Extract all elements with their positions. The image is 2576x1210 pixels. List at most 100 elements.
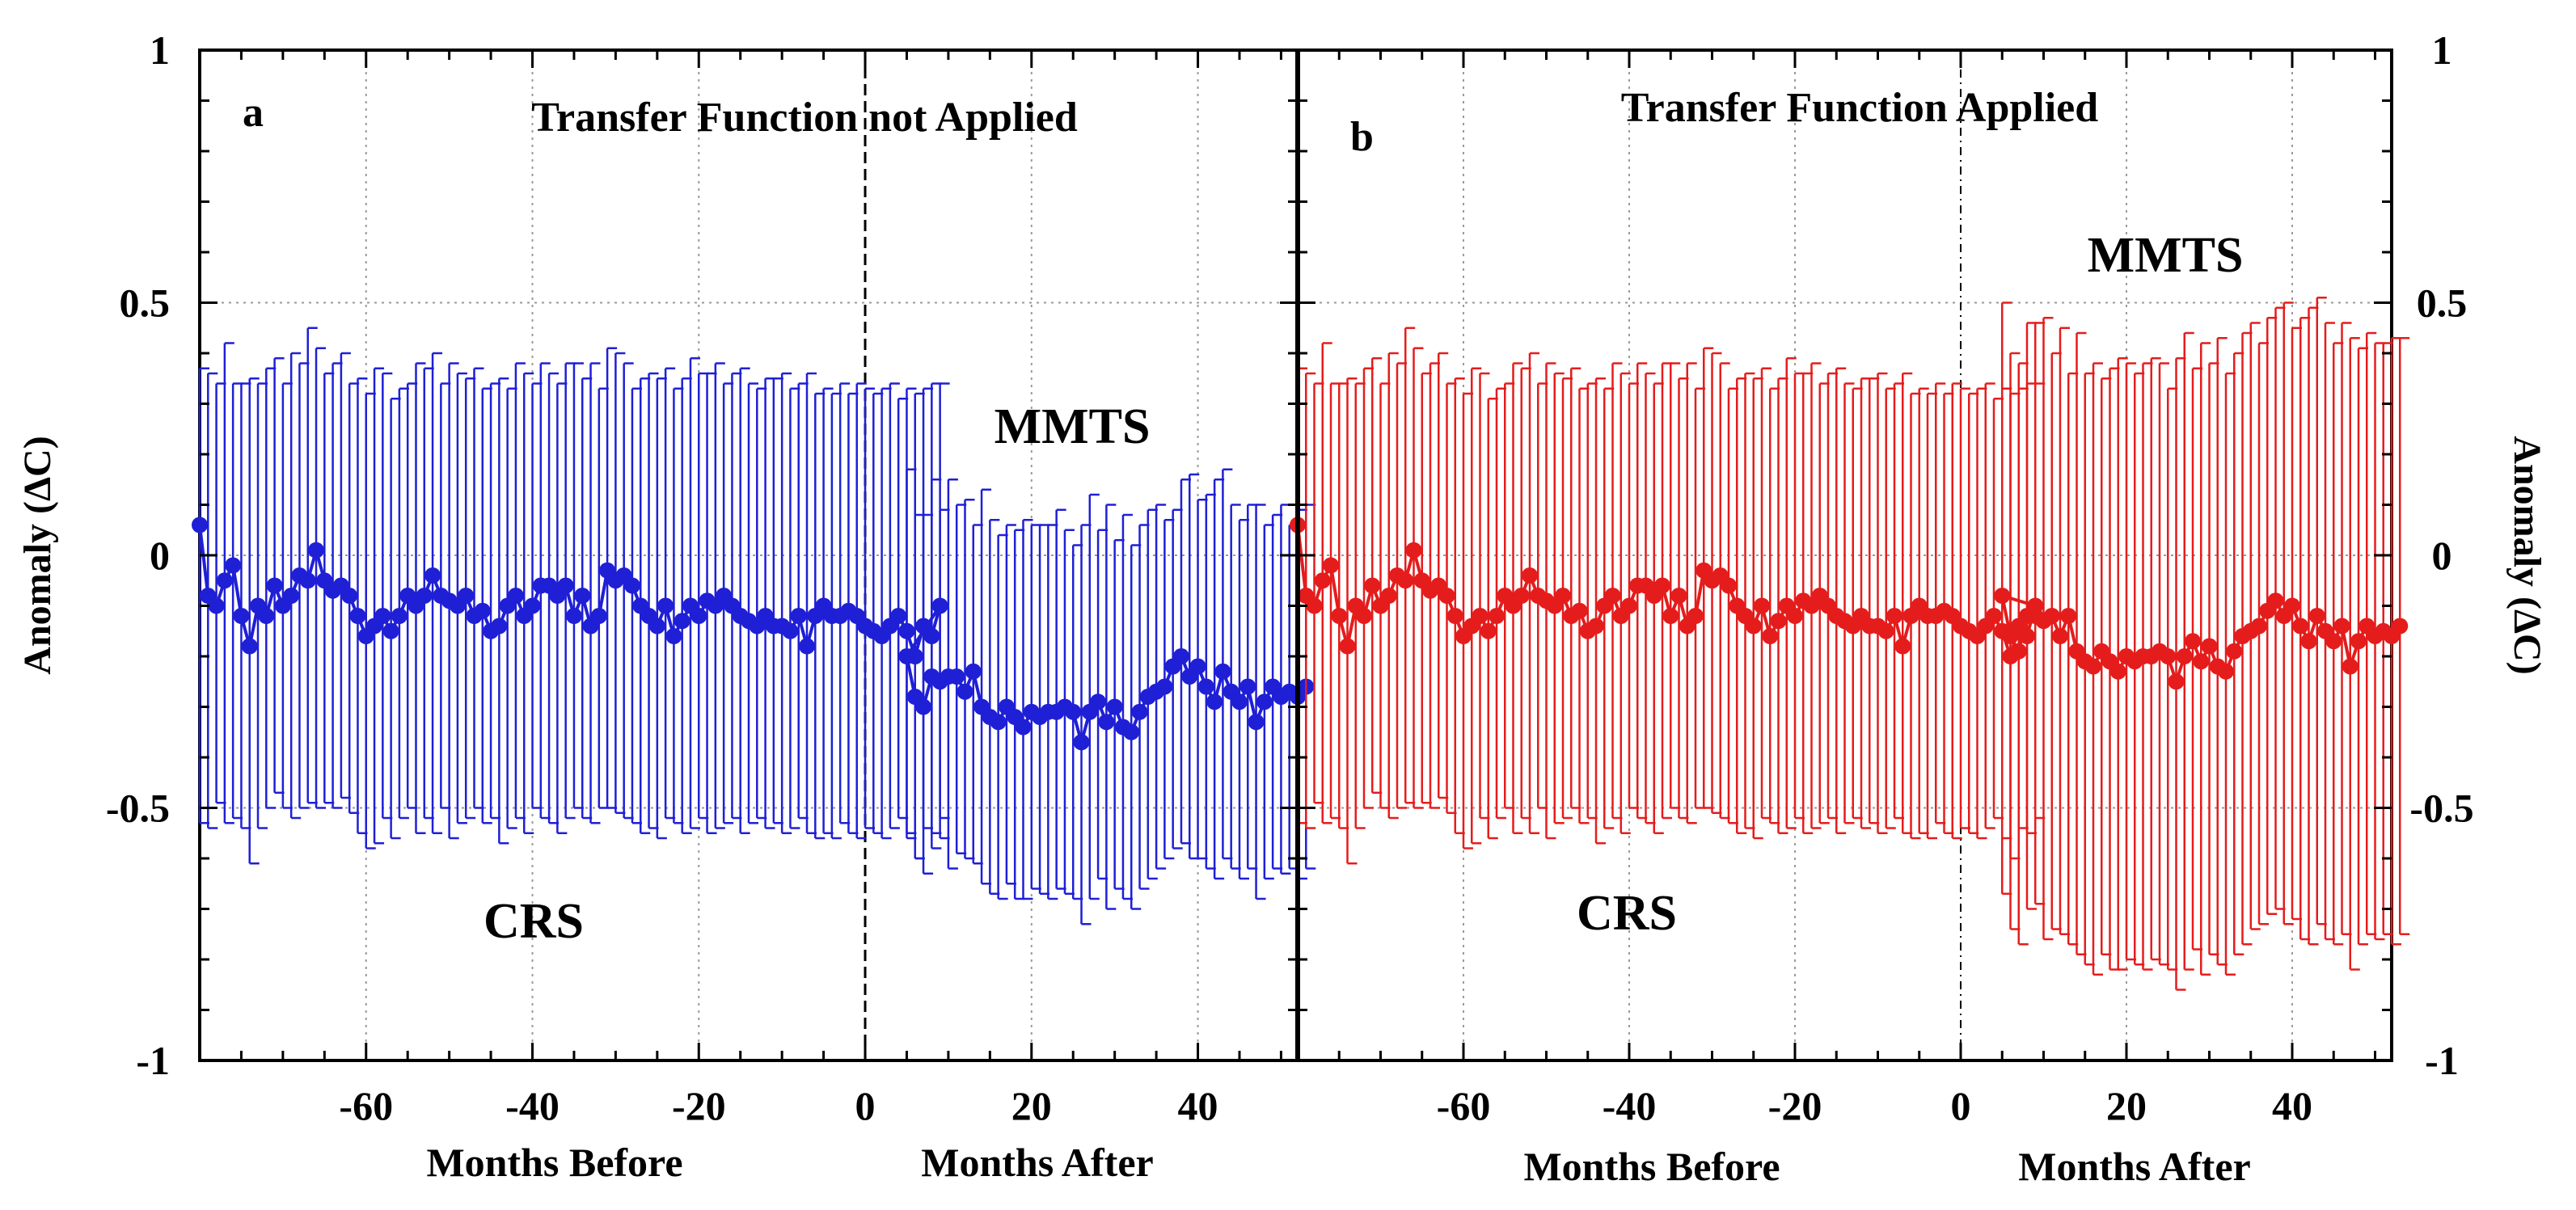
y-tick-label: -1 [2425, 1038, 2459, 1083]
data-point [1256, 694, 1273, 710]
data-point [1156, 678, 1173, 695]
data-point [2193, 653, 2210, 670]
data-point [1189, 658, 1206, 675]
x-tick-label: 40 [2272, 1083, 2312, 1128]
panel-b-xlabel-after: Months After [2018, 1144, 2250, 1189]
x-tick-label: 0 [855, 1083, 876, 1128]
x-tick-label: -20 [1768, 1083, 1822, 1128]
data-point [565, 608, 582, 624]
y-tick-label: -0.5 [2409, 786, 2473, 831]
data-point [1214, 663, 1231, 680]
data-point [1197, 678, 1214, 695]
data-point [1380, 588, 1397, 604]
data-point [1662, 608, 1679, 624]
data-point [2043, 608, 2060, 624]
data-point [2185, 633, 2201, 650]
data-point [216, 572, 233, 589]
panel-a: a Transfer Function not Applied CRS MMTS… [192, 48, 1316, 1185]
data-point [192, 516, 208, 533]
data-point [2292, 618, 2309, 635]
data-point [799, 638, 816, 655]
data-point [1513, 588, 1530, 604]
y-axis-title-left: Anomaly (ΔC) [16, 436, 59, 674]
panel-a-xlabel-before: Months Before [426, 1140, 682, 1185]
x-tick-label: -20 [672, 1083, 726, 1128]
data-point [1206, 694, 1223, 710]
data-point [208, 597, 225, 614]
data-point [2176, 648, 2193, 664]
y-tick-label: -1 [136, 1038, 170, 1083]
data-point [349, 608, 366, 624]
data-point [374, 608, 391, 624]
data-point [2300, 633, 2317, 650]
data-point [1604, 588, 1621, 604]
data-point [1754, 597, 1770, 614]
data-point [1877, 622, 1894, 639]
data-point [2160, 648, 2177, 664]
data-point [2284, 597, 2300, 614]
data-point [1314, 572, 1331, 589]
data-point [690, 608, 707, 624]
data-point [1364, 577, 1381, 594]
y-axis-title-right: Anomaly (ΔC) [2506, 436, 2549, 674]
data-point [1994, 588, 2011, 604]
data-point [898, 648, 915, 664]
x-tick-label: -60 [1437, 1083, 1491, 1128]
data-point [1446, 608, 1463, 624]
data-point [1555, 588, 1571, 604]
data-point [2342, 658, 2359, 675]
data-point [1472, 608, 1489, 624]
data-point [623, 577, 640, 594]
y-tick-label: 0.5 [120, 280, 171, 326]
data-point [1331, 608, 1348, 624]
data-point [931, 597, 948, 614]
data-point [424, 567, 441, 584]
x-tick-label: 0 [1951, 1083, 1971, 1128]
data-point [1397, 572, 1414, 589]
data-point [2267, 592, 2284, 609]
data-point [948, 668, 965, 685]
data-point [1405, 542, 1422, 559]
data-point [2308, 608, 2325, 624]
data-point [1654, 577, 1670, 594]
data-point [2333, 618, 2350, 635]
data-point [491, 618, 508, 635]
data-point [1090, 694, 1107, 710]
data-point [1522, 567, 1538, 584]
y-tick-label: 0 [2432, 533, 2452, 578]
data-point [890, 608, 907, 624]
data-point [1489, 608, 1505, 624]
data-point [474, 602, 491, 619]
data-point [458, 588, 475, 604]
x-tick-label: -40 [1603, 1083, 1657, 1128]
data-point [965, 663, 982, 680]
x-tick-label: 20 [1011, 1083, 1052, 1128]
data-point [2226, 643, 2243, 660]
data-point [2201, 638, 2218, 655]
data-point [1762, 628, 1779, 644]
data-point [1770, 613, 1787, 630]
panel-a-xlabel-after: Months After [921, 1140, 1153, 1185]
data-point [1339, 638, 1356, 655]
data-point [1438, 588, 1455, 604]
data-point [915, 698, 932, 715]
data-point [2218, 663, 2234, 680]
data-point [1306, 597, 1323, 614]
y-tick-label: 1 [2432, 27, 2452, 73]
data-point [241, 638, 258, 655]
data-point [2350, 633, 2367, 650]
data-point [283, 588, 300, 604]
data-point [657, 597, 674, 614]
x-tick-labels: -60 -40 -20 0 20 40 -60 -40 -20 0 20 40 [339, 1083, 2312, 1128]
data-point [898, 622, 915, 639]
data-point [1721, 577, 1737, 594]
data-point [2109, 663, 2126, 680]
data-point [557, 577, 574, 594]
data-point [391, 608, 408, 624]
panel-a-data [192, 327, 1316, 925]
data-point [574, 588, 591, 604]
y-tick-label: 0 [150, 533, 170, 578]
panel-b-ticks [1296, 48, 2392, 1062]
x-tick-label: 20 [2106, 1083, 2147, 1128]
